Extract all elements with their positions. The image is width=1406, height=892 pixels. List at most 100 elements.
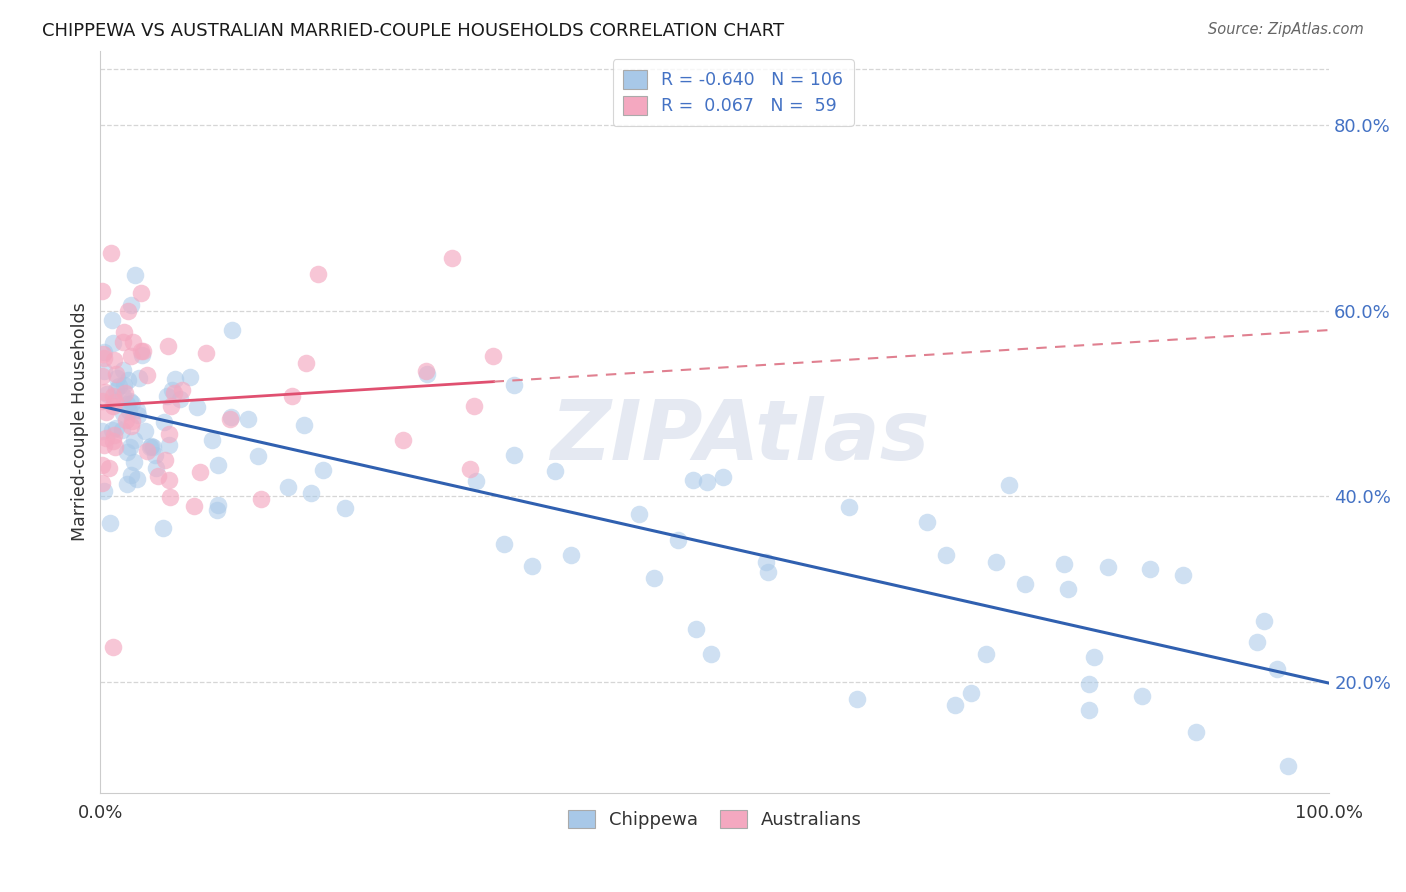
Point — [125, 472, 148, 486]
Point — [98, 516, 121, 531]
Point — [121, 414, 143, 428]
Point — [1265, 662, 1288, 676]
Text: Source: ZipAtlas.com: Source: ZipAtlas.com — [1208, 22, 1364, 37]
Point — [250, 491, 273, 506]
Point — [118, 393, 141, 408]
Point — [128, 371, 150, 385]
Point — [90, 425, 112, 439]
Point — [129, 343, 152, 358]
Point — [90, 369, 112, 384]
Point — [169, 392, 191, 406]
Point — [135, 368, 157, 382]
Point — [120, 468, 142, 483]
Point — [755, 555, 778, 569]
Point — [93, 437, 115, 451]
Point — [139, 440, 162, 454]
Point — [93, 351, 115, 366]
Point — [711, 470, 734, 484]
Point — [1246, 635, 1268, 649]
Point — [846, 691, 869, 706]
Point — [560, 548, 582, 562]
Point — [159, 490, 181, 504]
Point — [100, 246, 122, 260]
Point — [415, 364, 437, 378]
Point — [943, 698, 966, 713]
Point — [103, 428, 125, 442]
Point — [111, 423, 134, 437]
Point — [1014, 577, 1036, 591]
Point — [129, 286, 152, 301]
Point — [142, 440, 165, 454]
Point — [207, 498, 229, 512]
Point — [976, 647, 998, 661]
Point — [1056, 582, 1078, 596]
Point — [221, 323, 243, 337]
Point — [91, 394, 114, 409]
Point — [201, 434, 224, 448]
Point — [1171, 568, 1194, 582]
Point — [114, 386, 136, 401]
Point — [935, 548, 957, 562]
Point — [157, 438, 180, 452]
Point — [93, 364, 115, 378]
Point — [121, 396, 143, 410]
Point — [915, 515, 938, 529]
Point — [118, 403, 141, 417]
Point — [1185, 724, 1208, 739]
Point — [218, 412, 240, 426]
Point — [132, 343, 155, 358]
Point — [696, 475, 718, 489]
Point — [100, 423, 122, 437]
Point — [94, 431, 117, 445]
Point — [277, 480, 299, 494]
Point — [108, 379, 131, 393]
Point — [101, 389, 124, 403]
Point — [307, 267, 329, 281]
Point — [136, 443, 159, 458]
Point — [111, 406, 134, 420]
Point — [838, 500, 860, 515]
Point — [152, 415, 174, 429]
Point — [1277, 759, 1299, 773]
Point — [112, 389, 135, 403]
Point — [122, 455, 145, 469]
Point — [163, 386, 186, 401]
Point — [143, 448, 166, 462]
Point — [464, 475, 486, 489]
Point — [1097, 559, 1119, 574]
Point — [112, 378, 135, 392]
Point — [756, 565, 779, 579]
Point — [98, 460, 121, 475]
Point — [141, 439, 163, 453]
Point — [627, 507, 650, 521]
Point — [682, 473, 704, 487]
Point — [463, 399, 485, 413]
Point — [101, 434, 124, 448]
Point — [112, 363, 135, 377]
Point — [131, 348, 153, 362]
Point — [392, 433, 415, 447]
Point — [247, 449, 270, 463]
Point — [643, 571, 665, 585]
Point — [544, 464, 567, 478]
Point — [127, 409, 149, 423]
Point — [195, 346, 218, 360]
Point — [112, 334, 135, 349]
Point — [502, 448, 524, 462]
Point — [295, 356, 318, 370]
Point — [441, 251, 464, 265]
Y-axis label: Married-couple Households: Married-couple Households — [72, 302, 89, 541]
Point — [105, 371, 128, 385]
Point — [94, 405, 117, 419]
Point — [502, 377, 524, 392]
Point — [1053, 558, 1076, 572]
Point — [207, 458, 229, 472]
Point — [104, 420, 127, 434]
Point — [416, 367, 439, 381]
Point — [152, 521, 174, 535]
Point — [117, 304, 139, 318]
Point — [134, 424, 156, 438]
Point — [997, 477, 1019, 491]
Point — [685, 622, 707, 636]
Point — [188, 465, 211, 479]
